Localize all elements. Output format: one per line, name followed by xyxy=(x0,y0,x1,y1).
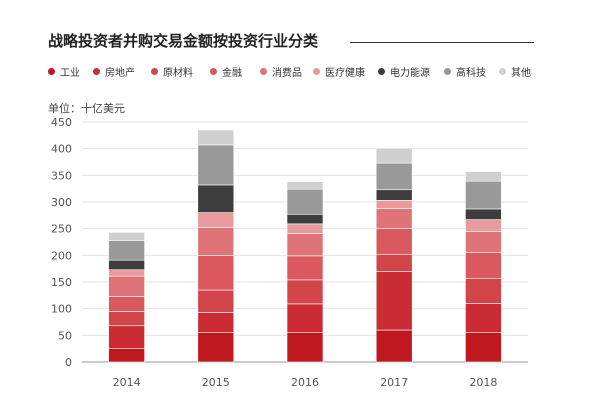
bar-segment xyxy=(197,289,235,313)
bar-segment xyxy=(108,348,145,363)
bar-segment xyxy=(197,312,235,333)
legend-item: 金融 xyxy=(210,64,242,79)
legend-item: 医疗健康 xyxy=(313,64,365,79)
bar-segment xyxy=(375,271,413,331)
legend-swatch xyxy=(210,68,217,75)
legend: 工业 房地产 原材料 金融 消费品 医疗健康 电力能源 高科技 其他 xyxy=(48,64,588,80)
legend-label: 原材料 xyxy=(163,68,193,79)
y-tick-label: 50 xyxy=(58,329,72,342)
bar-segment xyxy=(108,259,145,271)
bar-segment xyxy=(197,332,235,363)
y-tick-label: 100 xyxy=(51,303,72,316)
y-tick-label: 150 xyxy=(51,276,72,289)
chart-title: 战略投资者并购交易金额按投资行业分类 xyxy=(48,32,319,50)
bar-segment xyxy=(286,181,324,190)
bar-segment xyxy=(465,303,502,333)
legend-label: 消费品 xyxy=(272,68,302,79)
bar-segment xyxy=(375,189,413,201)
unit-label: 单位：十亿美元 xyxy=(48,102,125,115)
bar-segment xyxy=(465,208,502,220)
legend-label: 金融 xyxy=(222,68,242,79)
legend-item: 房地产 xyxy=(93,64,135,79)
x-tick-label: 2017 xyxy=(380,376,408,389)
bar-segment xyxy=(465,231,502,253)
x-tick-label: 2014 xyxy=(113,376,141,389)
legend-item: 消费品 xyxy=(260,64,302,79)
bar-segment xyxy=(375,208,413,229)
bar-segment xyxy=(108,269,145,277)
legend-item: 电力能源 xyxy=(378,64,430,79)
legend-swatch xyxy=(313,68,320,75)
legend-label: 其他 xyxy=(511,68,531,79)
y-tick-label: 200 xyxy=(51,249,72,262)
legend-item: 工业 xyxy=(48,64,80,79)
bar-segment xyxy=(108,275,145,297)
y-tick-label: 400 xyxy=(51,143,72,156)
legend-label: 电力能源 xyxy=(390,68,430,79)
bar-segment xyxy=(197,184,235,213)
legend-swatch xyxy=(151,68,158,75)
y-tick-label: 350 xyxy=(51,169,72,182)
bar-segment xyxy=(197,129,235,146)
y-tick-label: 300 xyxy=(51,196,72,209)
bar-segment xyxy=(375,329,413,363)
bar-segment xyxy=(375,200,413,209)
bar-segment xyxy=(108,232,145,241)
bar-segment xyxy=(375,147,413,164)
x-tick-label: 2015 xyxy=(202,376,230,389)
legend-swatch xyxy=(260,68,267,75)
bar-segment xyxy=(286,332,324,363)
x-tick-label: 2016 xyxy=(291,376,319,389)
bar-segment xyxy=(465,180,502,210)
legend-swatch xyxy=(444,68,451,75)
bar-segment xyxy=(375,253,413,272)
legend-label: 高科技 xyxy=(456,68,486,79)
legend-label: 工业 xyxy=(60,68,80,79)
bar-segment xyxy=(286,188,324,215)
bar-segment xyxy=(286,255,324,281)
legend-swatch xyxy=(48,68,55,75)
bar-segment xyxy=(108,296,145,312)
bar-segment xyxy=(197,227,235,256)
bar-segment xyxy=(465,277,502,304)
bar-segment xyxy=(286,303,324,333)
bar-segment xyxy=(286,213,324,225)
legend-label: 医疗健康 xyxy=(325,68,365,79)
y-tick-label: 450 xyxy=(51,116,72,129)
legend-label: 房地产 xyxy=(105,68,135,79)
y-tick-label: 0 xyxy=(65,356,72,369)
bar-segment xyxy=(197,255,235,291)
bar-segment xyxy=(286,279,324,305)
legend-swatch xyxy=(378,68,385,75)
legend-swatch xyxy=(499,68,506,75)
bar-segment xyxy=(286,223,324,234)
bar-segment xyxy=(375,228,413,255)
bar-segment xyxy=(197,212,235,228)
bar-segment xyxy=(465,332,502,363)
bar-segment xyxy=(286,233,324,257)
y-tick-label: 250 xyxy=(51,223,72,236)
bar-segment xyxy=(465,171,502,182)
bar-segment xyxy=(465,252,502,279)
bar-segment xyxy=(465,219,502,232)
bar-segment xyxy=(108,240,145,261)
legend-item: 其他 xyxy=(499,64,531,79)
bar-segment xyxy=(375,162,413,191)
legend-item: 高科技 xyxy=(444,64,486,79)
bar-segment xyxy=(197,144,235,186)
title-rule xyxy=(350,42,534,43)
x-tick-label: 2018 xyxy=(469,376,497,389)
legend-swatch xyxy=(93,68,100,75)
bar-segment xyxy=(108,325,145,349)
bar-segment xyxy=(108,311,145,327)
legend-item: 原材料 xyxy=(151,64,193,79)
